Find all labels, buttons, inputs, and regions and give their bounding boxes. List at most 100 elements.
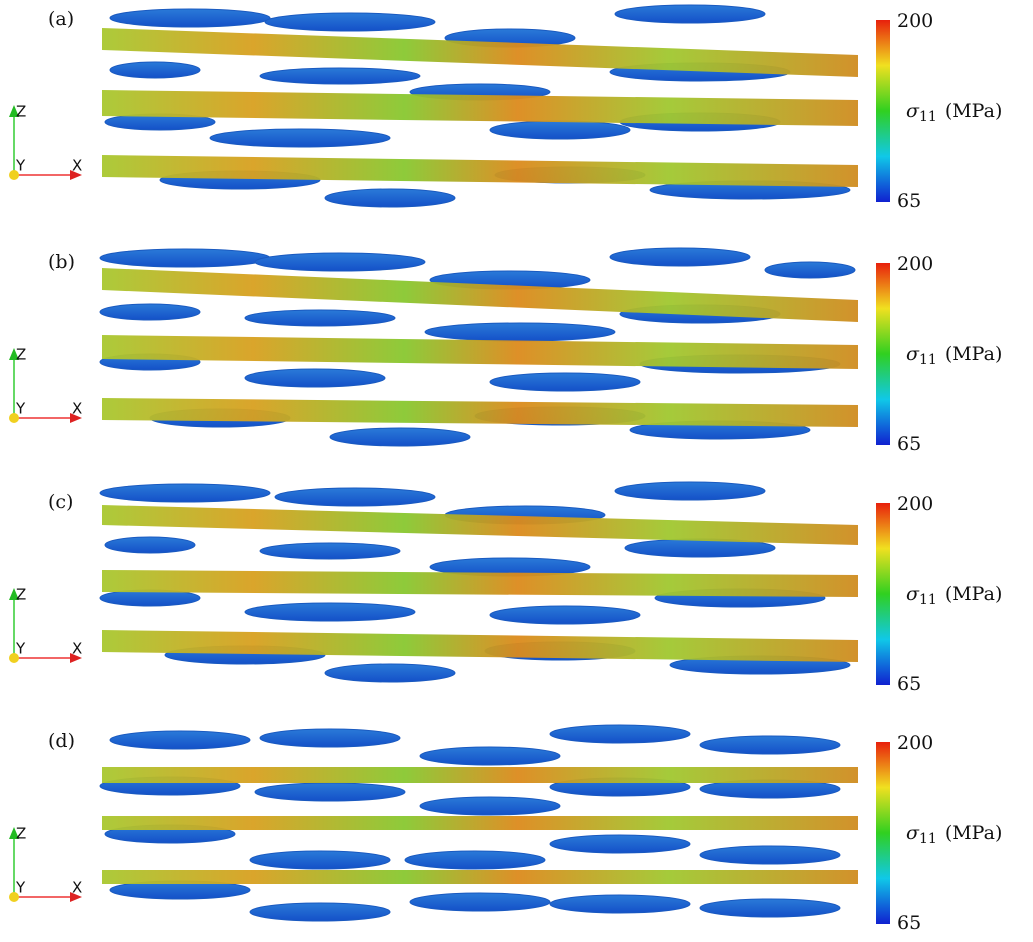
- transverse-tow: [244, 309, 396, 327]
- unit: (MPa): [945, 822, 1003, 844]
- y-label: Y: [15, 400, 26, 418]
- symbol: σ: [906, 822, 920, 844]
- transverse-tow: [274, 487, 436, 507]
- colorbar-title: σ11 (MPa): [906, 822, 1002, 847]
- transverse-tow: [209, 128, 391, 148]
- transverse-tow: [549, 894, 691, 914]
- x-arrow: [70, 653, 82, 663]
- panel: (d) 200 65 σ11 (MPa) Z Y X: [9, 724, 1002, 934]
- panel: (b) 200 65 σ11 (MPa) Z Y X: [9, 247, 1002, 455]
- origin: [9, 892, 19, 902]
- symbol: σ: [906, 583, 920, 605]
- colorbar-max: 200: [897, 10, 933, 32]
- colorbar-max: 200: [897, 493, 933, 515]
- longitudinal-yarn: [102, 398, 858, 427]
- x-arrow: [70, 892, 82, 902]
- z-arrow: [9, 348, 19, 360]
- transverse-tow: [259, 67, 421, 85]
- origin: [9, 413, 19, 423]
- colorbar-title: σ11 (MPa): [906, 343, 1002, 368]
- longitudinal-yarn: [102, 335, 858, 369]
- transverse-tow: [249, 850, 391, 870]
- stress-field: [99, 247, 858, 447]
- transverse-tow: [104, 536, 196, 554]
- longitudinal-yarn: [102, 268, 858, 322]
- subscript: 11: [919, 109, 937, 125]
- x-label: X: [72, 157, 82, 175]
- panel: (c) 200 65 σ11 (MPa) Z Y X: [9, 481, 1002, 695]
- transverse-tow: [109, 61, 201, 79]
- transverse-tow: [254, 252, 426, 272]
- unit: (MPa): [945, 583, 1003, 605]
- transverse-tow: [99, 248, 271, 268]
- transverse-tow: [244, 602, 416, 622]
- stress-field: [99, 724, 858, 922]
- transverse-tow: [549, 724, 691, 744]
- z-label: Z: [16, 103, 26, 121]
- z-label: Z: [16, 586, 26, 604]
- y-label: Y: [15, 879, 26, 897]
- x-label: X: [72, 400, 82, 418]
- x-label: X: [72, 879, 82, 897]
- longitudinal-yarn: [102, 570, 858, 597]
- subscript: 11: [919, 352, 937, 368]
- symbol: σ: [906, 343, 920, 365]
- transverse-tow: [489, 372, 641, 392]
- transverse-tow: [614, 4, 766, 24]
- panel-label: (c): [48, 491, 73, 513]
- longitudinal-yarn: [102, 505, 858, 545]
- longitudinal-yarn: [102, 816, 858, 830]
- transverse-tow: [259, 542, 401, 560]
- panel-label: (b): [48, 251, 75, 273]
- colorbar: [876, 20, 890, 202]
- y-label: Y: [15, 640, 26, 658]
- transverse-tow: [324, 663, 456, 683]
- transverse-tow: [489, 120, 631, 140]
- transverse-tow: [244, 368, 386, 388]
- transverse-tow: [489, 605, 641, 625]
- colorbar-min: 65: [897, 673, 921, 695]
- transverse-tow: [764, 261, 856, 279]
- longitudinal-yarn: [102, 155, 858, 187]
- subscript: 11: [919, 592, 937, 608]
- transverse-tow: [609, 247, 751, 267]
- colorbar-min: 65: [897, 912, 921, 934]
- transverse-tow: [259, 728, 401, 748]
- transverse-tow: [549, 834, 691, 854]
- z-label: Z: [16, 825, 26, 843]
- colorbar-title: σ11 (MPa): [906, 100, 1002, 125]
- colorbar-max: 200: [897, 253, 933, 275]
- stress-field: [102, 4, 858, 208]
- x-arrow: [70, 413, 82, 423]
- longitudinal-yarn: [102, 767, 858, 783]
- unit: (MPa): [945, 100, 1003, 122]
- transverse-tow: [324, 188, 456, 208]
- transverse-tow: [419, 796, 561, 816]
- transverse-tow: [699, 845, 841, 865]
- z-label: Z: [16, 346, 26, 364]
- transverse-tow: [614, 481, 766, 501]
- transverse-tow: [329, 427, 471, 447]
- colorbar: [876, 263, 890, 445]
- panel-label: (d): [48, 730, 75, 752]
- transverse-tow: [419, 746, 561, 766]
- longitudinal-yarn: [102, 630, 858, 662]
- z-arrow: [9, 105, 19, 117]
- colorbar: [876, 503, 890, 685]
- x-arrow: [70, 170, 82, 180]
- subscript: 11: [919, 831, 937, 847]
- longitudinal-yarn: [102, 870, 858, 884]
- transverse-tow: [409, 892, 551, 912]
- symbol: σ: [906, 100, 920, 122]
- transverse-tow: [109, 730, 251, 750]
- transverse-tow: [249, 902, 391, 922]
- colorbar-title: σ11 (MPa): [906, 583, 1002, 608]
- origin: [9, 653, 19, 663]
- longitudinal-yarn: [102, 28, 858, 77]
- transverse-tow: [109, 8, 271, 28]
- longitudinal-yarn: [102, 90, 858, 126]
- colorbar-min: 65: [897, 433, 921, 455]
- transverse-tow: [699, 898, 841, 918]
- panel: (a) 200 65 σ11 (MPa) Z Y X: [9, 4, 1002, 212]
